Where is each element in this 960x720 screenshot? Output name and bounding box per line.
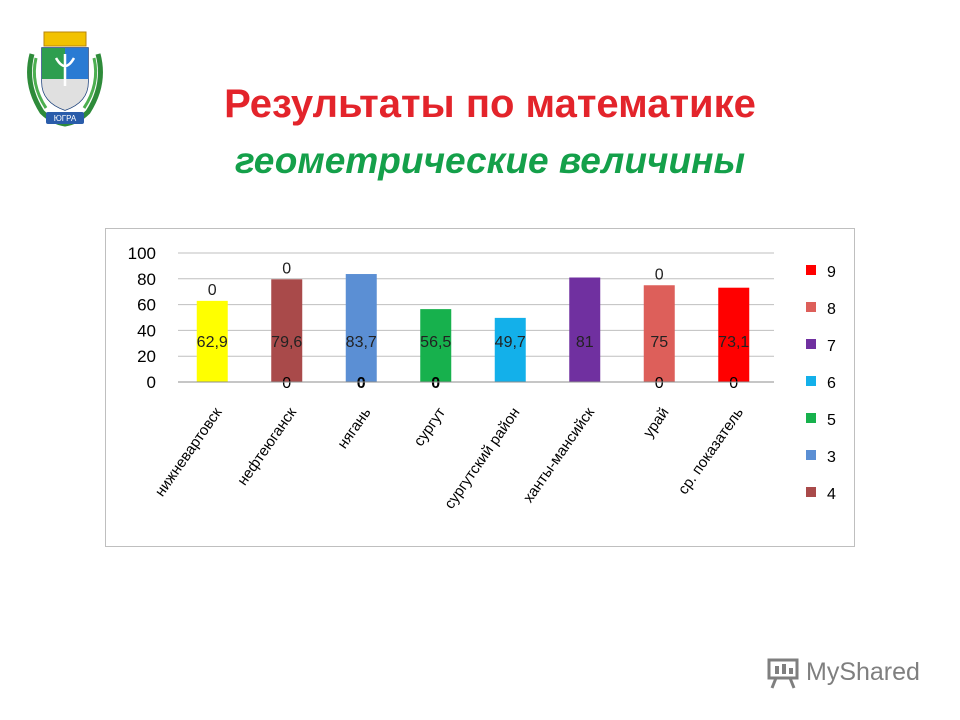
emblem-label: ЮГРА xyxy=(54,114,77,123)
legend-swatch xyxy=(806,302,816,312)
legend-label: 5 xyxy=(827,412,836,429)
bar-chart: 02040608010062,90нижневартовск79,600нефт… xyxy=(128,244,836,513)
x-category-label: нижневартовск xyxy=(152,404,226,500)
bar-top-label: 0 xyxy=(655,266,664,283)
x-category-label: нягань xyxy=(334,404,374,452)
bar xyxy=(196,300,228,382)
presentation-icon xyxy=(767,658,799,689)
y-tick-label: 100 xyxy=(128,244,156,263)
x-category-label: нефтеюганск xyxy=(234,404,300,488)
bar-top-label: 0 xyxy=(282,260,291,277)
y-tick-label: 80 xyxy=(137,270,156,289)
watermark: MyShared xyxy=(766,656,936,696)
legend-label: 3 xyxy=(827,449,836,466)
legend-label: 7 xyxy=(827,338,836,355)
y-tick-label: 60 xyxy=(137,296,156,315)
bar xyxy=(643,285,675,382)
x-category-label: сургутский район xyxy=(441,405,523,513)
x-category-label: сургут xyxy=(410,404,449,449)
bar-value-label: 83,7 xyxy=(346,334,377,351)
bar-value-label: 62,9 xyxy=(197,334,228,351)
page-subtitle: геометрические величины xyxy=(234,140,746,181)
region-emblem: ЮГРА xyxy=(22,24,108,128)
watermark-text: MyShared xyxy=(806,658,920,686)
bar-bottom-label: 0 xyxy=(357,375,366,392)
legend-label: 6 xyxy=(827,375,836,392)
chart-frame: 0 20 40 60 80 100 62,9 0 нижневартовск 79,6 0 0 нефт… xyxy=(105,228,855,547)
bar-bottom-label: 0 xyxy=(431,375,440,392)
bar-bottom-label: 0 xyxy=(729,375,738,392)
bar xyxy=(718,287,750,382)
legend-label: 8 xyxy=(827,301,836,318)
legend-label: 4 xyxy=(827,486,836,503)
x-category-label: ханты-мансийск xyxy=(520,404,598,506)
bar xyxy=(271,279,303,382)
bar-value-label: 56,5 xyxy=(420,334,451,351)
legend-swatch xyxy=(806,376,816,386)
legend-label: 9 xyxy=(827,264,836,281)
bar-value-label: 49,7 xyxy=(495,334,526,351)
bar xyxy=(420,309,452,382)
bar xyxy=(345,274,377,382)
bar xyxy=(569,277,601,382)
bar-value-label: 81 xyxy=(576,334,594,351)
bar-value-label: 79,6 xyxy=(271,334,302,351)
bar-value-label: 73,1 xyxy=(718,334,749,351)
legend-swatch xyxy=(806,487,816,497)
bar-value-label: 75 xyxy=(650,334,668,351)
page-title: Результаты по математике xyxy=(224,82,756,126)
legend-swatch xyxy=(806,339,816,349)
bar-bottom-label: 0 xyxy=(655,375,664,392)
legend-swatch xyxy=(806,265,816,275)
y-tick-label: 20 xyxy=(137,347,156,366)
x-category-label: урай xyxy=(640,405,673,441)
legend-swatch xyxy=(806,413,816,423)
bar xyxy=(494,317,526,382)
x-category-label: ср. показатель xyxy=(675,404,747,497)
bar-bottom-label: 0 xyxy=(282,375,291,392)
y-tick-label: 0 xyxy=(147,373,156,392)
y-tick-label: 40 xyxy=(137,321,156,340)
legend-swatch xyxy=(806,450,816,460)
bar-top-label: 0 xyxy=(208,282,217,299)
